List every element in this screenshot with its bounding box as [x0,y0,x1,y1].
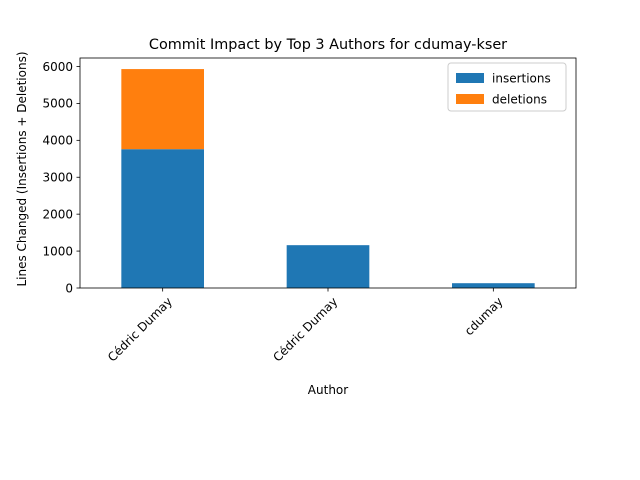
y-tick-label: 3000 [42,171,73,185]
y-tick-label: 1000 [42,244,73,258]
x-tick-label: Cédric Dumay [270,294,340,364]
y-tick-label: 5000 [42,97,73,111]
bar-deletions-0 [121,69,204,150]
x-axis-label: Author [308,383,348,397]
y-tick-label: 6000 [42,60,73,74]
legend-swatch-deletions [456,94,484,104]
x-tick-label: Cédric Dumay [105,294,175,364]
y-tick-label: 2000 [42,207,73,221]
legend-label-deletions: deletions [492,93,547,107]
bar-insertions-0 [121,149,204,288]
legend: insertions deletions [447,62,567,112]
legend-swatch-insertions [456,73,484,83]
y-tick-label: 0 [65,281,73,295]
legend-label-insertions: insertions [492,72,551,86]
y-axis-label: Lines Changed (Insertions + Deletions) [15,51,29,286]
chart-title: Commit Impact by Top 3 Authors for cduma… [149,37,507,53]
x-tick-label: cdumay [462,294,506,338]
bar-insertions-1 [286,245,370,288]
bar-insertions-2 [452,283,535,288]
y-tick-label: 4000 [42,134,73,148]
